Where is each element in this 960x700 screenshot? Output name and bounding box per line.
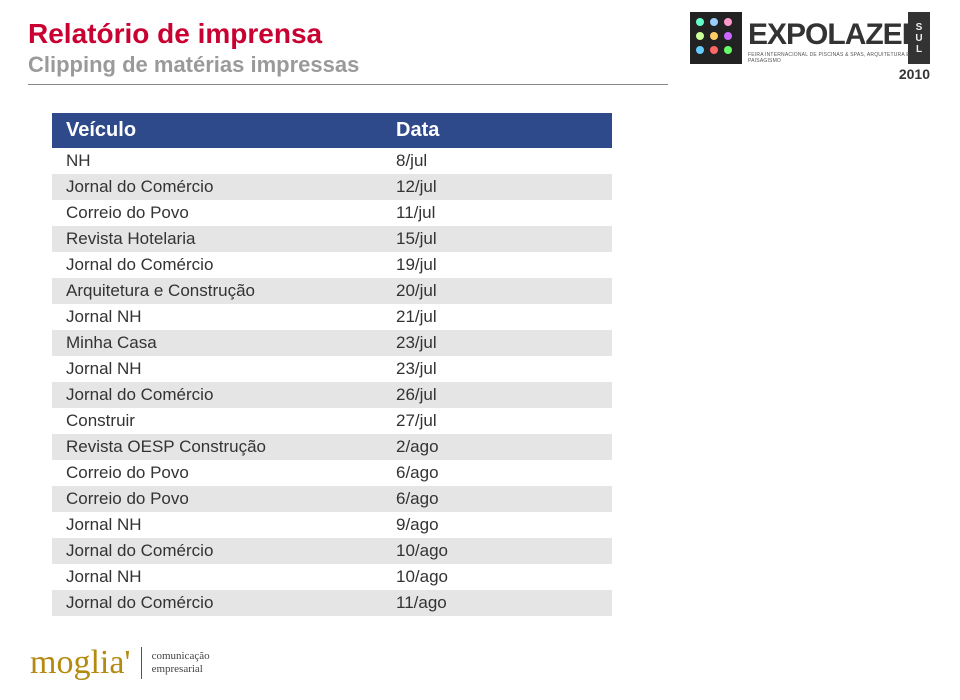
table-header-data: Data xyxy=(382,113,612,148)
table-row: Correio do Povo6/ago xyxy=(52,486,612,512)
cell-veiculo: Construir xyxy=(52,408,382,434)
expolazer-logo: EXPOLAZER SUL FEIRA INTERNACIONAL DE PIS… xyxy=(690,12,930,82)
table-row: Jornal NH10/ago xyxy=(52,564,612,590)
sul-letter: U xyxy=(915,33,922,44)
logo-dot xyxy=(724,18,732,26)
sul-letter: S xyxy=(916,22,923,33)
cell-veiculo: Correio do Povo xyxy=(52,486,382,512)
logo-dot xyxy=(696,46,704,54)
cell-data: 2/ago xyxy=(382,434,612,460)
table-row: Jornal do Comércio11/ago xyxy=(52,590,612,616)
table-row: Revista OESP Construção2/ago xyxy=(52,434,612,460)
expolazer-tagline: FEIRA INTERNACIONAL DE PISCINAS & SPAS, … xyxy=(748,52,930,64)
expolazer-icon xyxy=(690,12,742,64)
cell-veiculo: Jornal NH xyxy=(52,356,382,382)
clipping-table: Veículo Data NH8/julJornal do Comércio12… xyxy=(52,113,612,616)
cell-veiculo: Jornal do Comércio xyxy=(52,382,382,408)
cell-data: 6/ago xyxy=(382,460,612,486)
cell-data: 20/jul xyxy=(382,278,612,304)
logo-dot xyxy=(724,32,732,40)
cell-data: 11/ago xyxy=(382,590,612,616)
table-row: Jornal do Comércio26/jul xyxy=(52,382,612,408)
cell-data: 12/jul xyxy=(382,174,612,200)
cell-data: 23/jul xyxy=(382,356,612,382)
table-row: Minha Casa23/jul xyxy=(52,330,612,356)
cell-data: 10/ago xyxy=(382,564,612,590)
logo-dot xyxy=(724,46,732,54)
expolazer-year: 2010 xyxy=(899,66,930,82)
cell-veiculo: Correio do Povo xyxy=(52,460,382,486)
moglia-logo: moglia' comunicação empresarial xyxy=(30,644,210,682)
cell-data: 19/jul xyxy=(382,252,612,278)
cell-data: 21/jul xyxy=(382,304,612,330)
table-row: Correio do Povo11/jul xyxy=(52,200,612,226)
logo-dot xyxy=(710,18,718,26)
cell-data: 10/ago xyxy=(382,538,612,564)
cell-data: 15/jul xyxy=(382,226,612,252)
report-title: Relatório de imprensa xyxy=(28,18,668,50)
table-row: NH8/jul xyxy=(52,148,612,174)
cell-veiculo: Jornal do Comércio xyxy=(52,538,382,564)
cell-veiculo: Revista Hotelaria xyxy=(52,226,382,252)
logo-dot xyxy=(710,32,718,40)
table-row: Jornal do Comércio19/jul xyxy=(52,252,612,278)
expolazer-text: EXPOLAZER xyxy=(748,18,922,51)
table-row: Jornal do Comércio10/ago xyxy=(52,538,612,564)
cell-veiculo: Jornal do Comércio xyxy=(52,590,382,616)
cell-veiculo: Jornal do Comércio xyxy=(52,252,382,278)
expolazer-wordmark: EXPOLAZER xyxy=(748,18,922,52)
cell-veiculo: Correio do Povo xyxy=(52,200,382,226)
table-body: NH8/julJornal do Comércio12/julCorreio d… xyxy=(52,148,612,616)
table-row: Arquitetura e Construção20/jul xyxy=(52,278,612,304)
logo-dot xyxy=(710,46,718,54)
cell-data: 26/jul xyxy=(382,382,612,408)
cell-veiculo: Minha Casa xyxy=(52,330,382,356)
logo-dot xyxy=(696,32,704,40)
report-subtitle: Clipping de matérias impressas xyxy=(28,52,668,78)
table-row: Construir27/jul xyxy=(52,408,612,434)
cell-data: 8/jul xyxy=(382,148,612,174)
cell-veiculo: Revista OESP Construção xyxy=(52,434,382,460)
cell-data: 9/ago xyxy=(382,512,612,538)
cell-data: 27/jul xyxy=(382,408,612,434)
table-header-veiculo: Veículo xyxy=(52,113,382,148)
moglia-tagline-line2: empresarial xyxy=(152,663,210,676)
table-row: Jornal NH21/jul xyxy=(52,304,612,330)
cell-data: 6/ago xyxy=(382,486,612,512)
table-row: Correio do Povo6/ago xyxy=(52,460,612,486)
cell-veiculo: Jornal NH xyxy=(52,564,382,590)
cell-veiculo: Arquitetura e Construção xyxy=(52,278,382,304)
cell-veiculo: Jornal NH xyxy=(52,304,382,330)
table-row: Revista Hotelaria15/jul xyxy=(52,226,612,252)
table-row: Jornal NH9/ago xyxy=(52,512,612,538)
cell-veiculo: NH xyxy=(52,148,382,174)
cell-veiculo: Jornal NH xyxy=(52,512,382,538)
table-row: Jornal NH23/jul xyxy=(52,356,612,382)
moglia-tagline: comunicação empresarial xyxy=(152,650,210,676)
report-header: Relatório de imprensa Clipping de matéri… xyxy=(28,0,668,85)
table-row: Jornal do Comércio12/jul xyxy=(52,174,612,200)
moglia-wordmark: moglia' xyxy=(30,644,131,682)
moglia-divider xyxy=(141,647,142,679)
moglia-tagline-line1: comunicação xyxy=(152,650,210,663)
cell-data: 11/jul xyxy=(382,200,612,226)
table-header-row: Veículo Data xyxy=(52,113,612,148)
cell-veiculo: Jornal do Comércio xyxy=(52,174,382,200)
cell-data: 23/jul xyxy=(382,330,612,356)
logo-dot xyxy=(696,18,704,26)
